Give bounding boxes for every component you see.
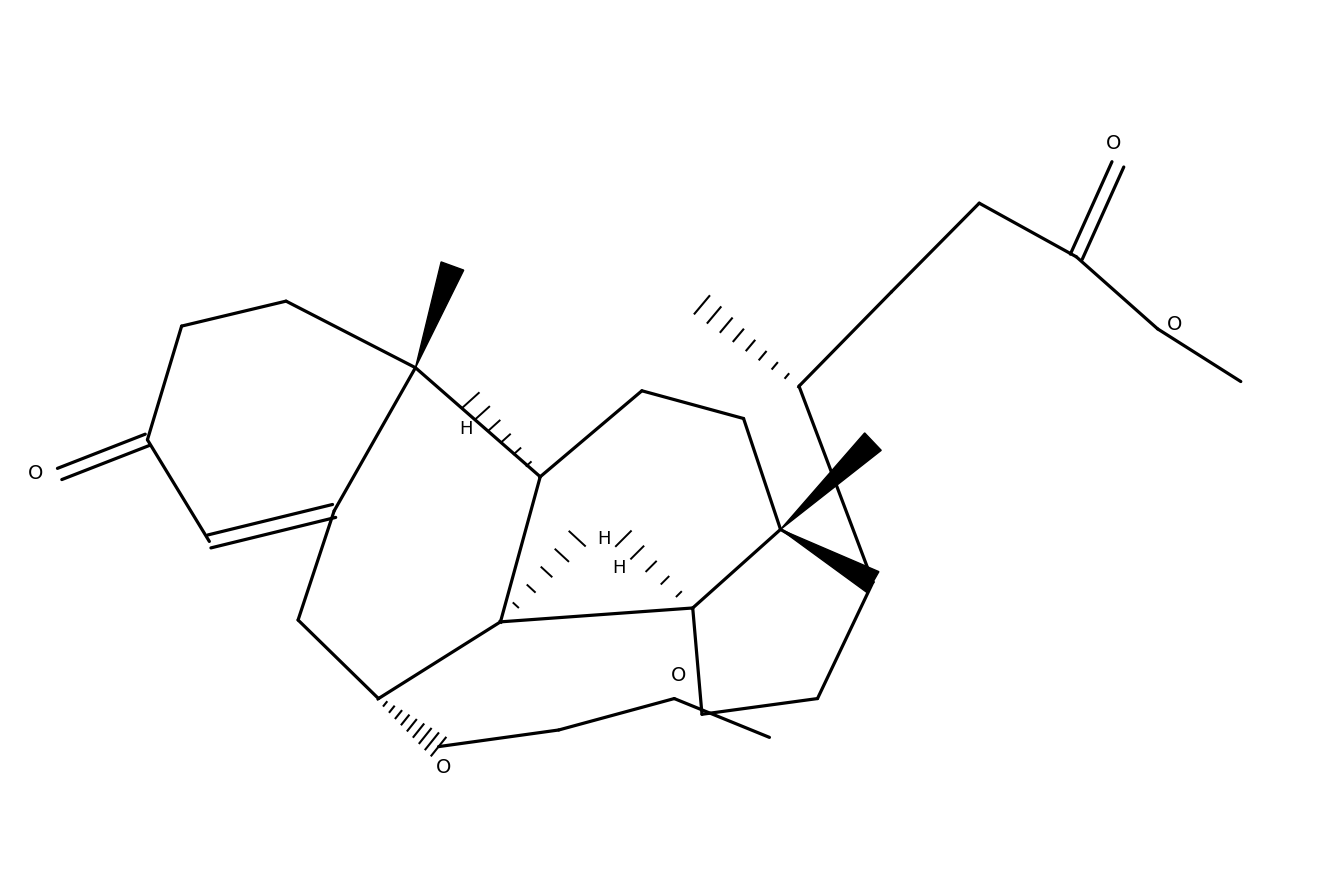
Text: O: O bbox=[1105, 135, 1121, 153]
Polygon shape bbox=[415, 262, 464, 368]
Text: O: O bbox=[672, 666, 686, 684]
Polygon shape bbox=[781, 433, 882, 530]
Text: H: H bbox=[612, 559, 625, 577]
Polygon shape bbox=[781, 530, 879, 593]
Text: H: H bbox=[597, 530, 610, 548]
Text: O: O bbox=[28, 464, 43, 483]
Text: O: O bbox=[435, 758, 451, 777]
Text: H: H bbox=[460, 420, 473, 439]
Text: O: O bbox=[1166, 315, 1182, 334]
